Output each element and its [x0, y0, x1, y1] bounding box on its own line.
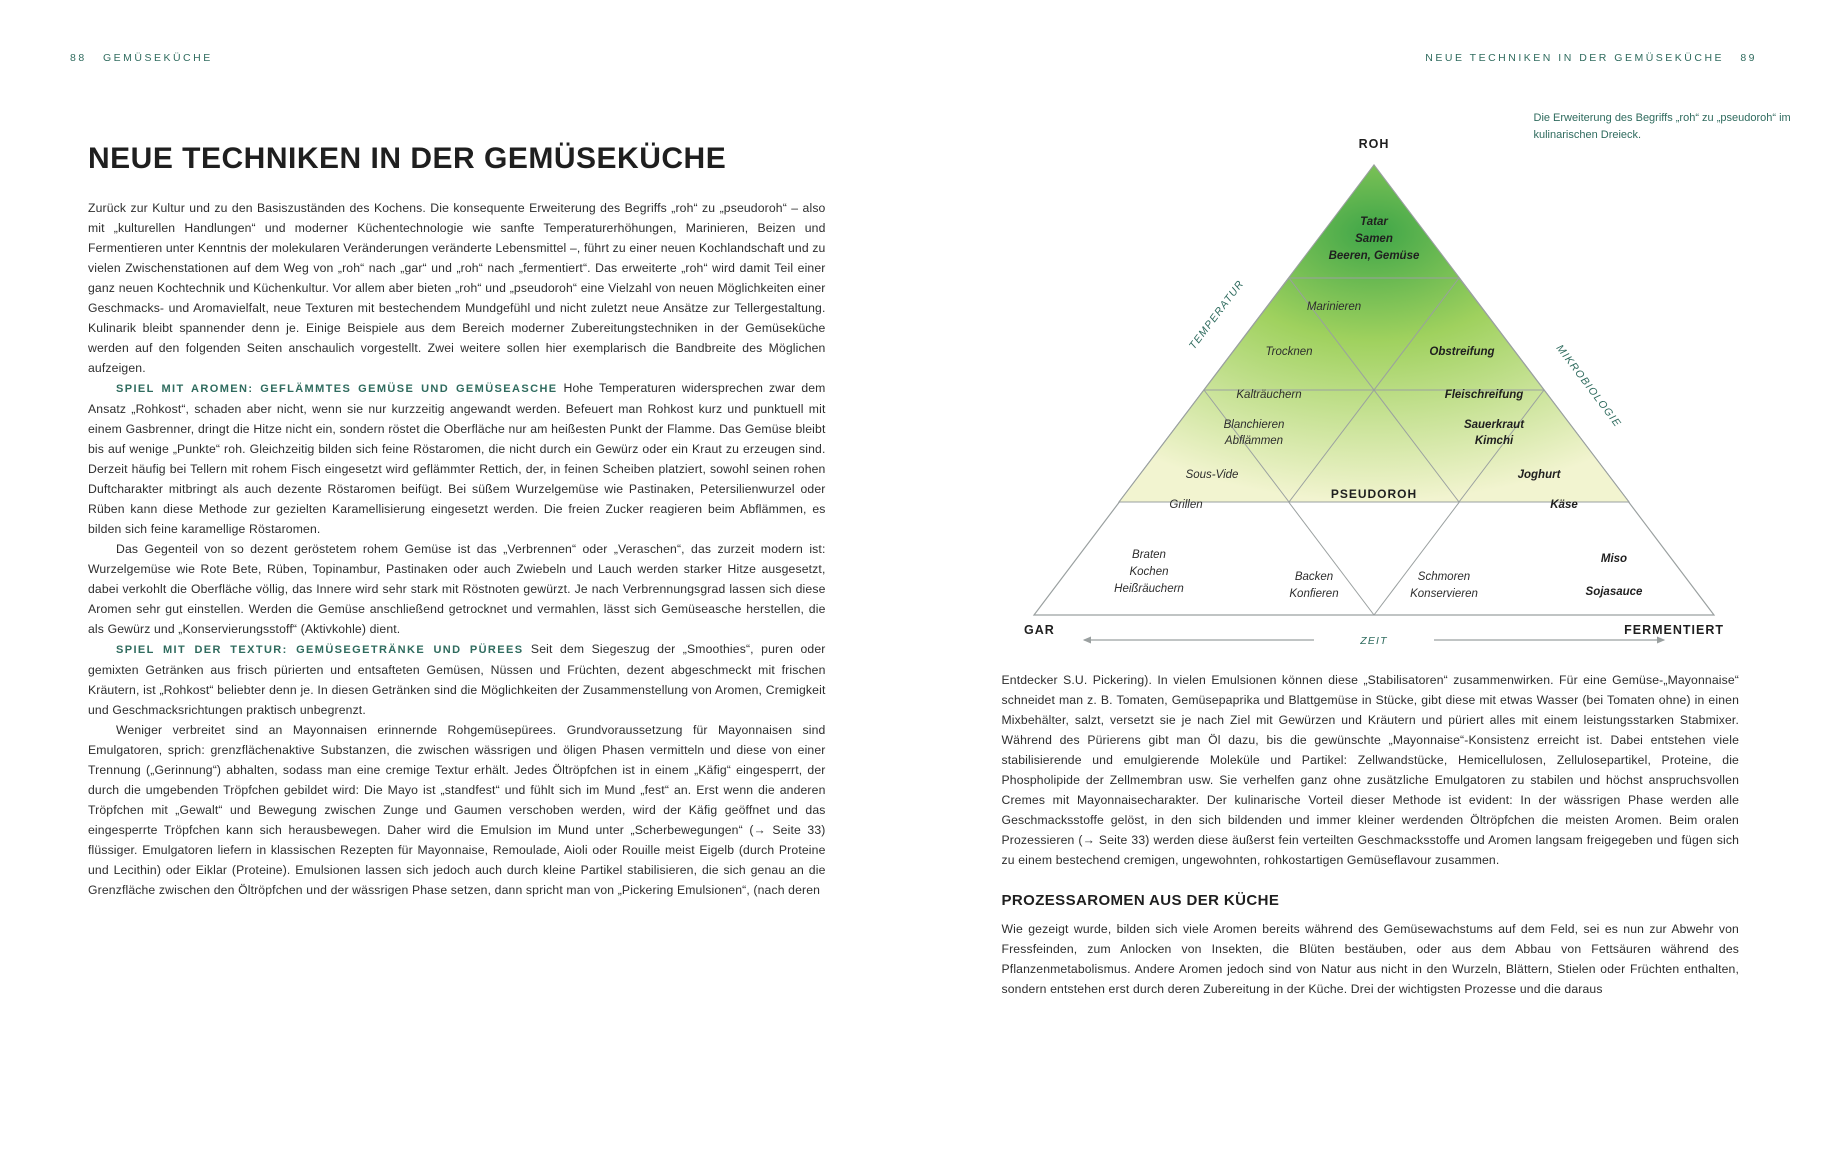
l-trocknen: Trocknen: [1265, 346, 1312, 358]
sub1-body: Hohe Temperaturen widersprechen zwar dem…: [88, 381, 826, 536]
sub1-paragraph: SPIEL MIT AROMEN: GEFLÄMMTES GEMÜSE UND …: [88, 378, 826, 539]
running-title-left: GEMÜSEKÜCHE: [103, 52, 213, 64]
l-grillen: Grillen: [1169, 499, 1202, 511]
running-title-right: NEUE TECHNIKEN IN DER GEMÜSEKÜCHE: [1425, 52, 1724, 64]
running-head-right: NEUE TECHNIKEN IN DER GEMÜSEKÜCHE 89: [1425, 52, 1757, 64]
bc-konservieren: Konservieren: [1410, 588, 1478, 600]
right-para2: Wie gezeigt wurde, bilden sich viele Aro…: [1002, 919, 1740, 999]
page-right: NEUE TECHNIKEN IN DER GEMÜSEKÜCHE 89 Die…: [914, 0, 1827, 1171]
r-fleischreifung: Fleischreifung: [1444, 389, 1523, 401]
para3: Weniger verbreitet sind an Mayonnaisen e…: [88, 720, 826, 900]
l-blanchieren: Blanchieren: [1223, 419, 1284, 431]
apex-gar: GAR: [1024, 623, 1055, 637]
para2: Das Gegenteil von so dezent geröstetem r…: [88, 539, 826, 639]
page-number-left: 88: [70, 52, 87, 64]
top-tatar: Tatar: [1360, 216, 1388, 228]
triangle-svg: ROH GAR FERMENTIERT TEMPERATUR MIKROBIOL…: [964, 110, 1784, 670]
bl-kochen: Kochen: [1129, 566, 1168, 578]
r-kaese: Käse: [1550, 499, 1578, 511]
right-para1: Entdecker S.U. Pickering). In vielen Emu…: [1002, 670, 1740, 870]
sub1-head: SPIEL MIT AROMEN: GEFLÄMMTES GEMÜSE UND …: [116, 383, 558, 395]
sub2-head: SPIEL MIT DER TEXTUR: GEMÜSEGETRÄNKE UND…: [116, 644, 523, 656]
page-number-right: 89: [1740, 52, 1757, 64]
bc-backen: Backen: [1294, 571, 1332, 583]
l-marinieren: Marinieren: [1306, 301, 1360, 313]
axis-temperatur: TEMPERATUR: [1186, 278, 1246, 352]
page-left: 88 GEMÜSEKÜCHE NEUE TECHNIKEN IN DER GEM…: [0, 0, 914, 1171]
r-joghurt: Joghurt: [1517, 469, 1561, 481]
bl-heissrauchern: Heißräuchern: [1114, 583, 1184, 595]
center-pseudoroh: PSEUDOROH: [1330, 487, 1416, 501]
l-abflaemmen: Abflämmen: [1223, 435, 1282, 447]
bc-konfieren: Konfieren: [1289, 588, 1338, 600]
br-sojasauce: Sojasauce: [1585, 586, 1642, 598]
running-head-left: 88 GEMÜSEKÜCHE: [70, 52, 213, 64]
bl-braten: Braten: [1132, 549, 1166, 561]
apex-fermentiert: FERMENTIERT: [1624, 623, 1724, 637]
body-text-right: Entdecker S.U. Pickering). In vielen Emu…: [1002, 670, 1740, 999]
intro-paragraph: Zurück zur Kultur und zu den Basiszustän…: [88, 198, 826, 378]
culinary-triangle-diagram: Die Erweiterung des Begriffs „roh“ zu „p…: [964, 110, 1784, 650]
bc-schmoren: Schmoren: [1417, 571, 1469, 583]
apex-roh: ROH: [1358, 137, 1389, 151]
sub2-paragraph: SPIEL MIT DER TEXTUR: GEMÜSEGETRÄNKE UND…: [88, 639, 826, 720]
l-sousvide: Sous-Vide: [1185, 469, 1238, 481]
body-text-left: Zurück zur Kultur und zu den Basiszustän…: [88, 198, 826, 900]
main-title: NEUE TECHNIKEN IN DER GEMÜSEKÜCHE: [88, 142, 826, 176]
r-sauerkraut: Sauerkraut: [1463, 419, 1524, 431]
br-miso: Miso: [1600, 553, 1626, 565]
top-samen: Samen: [1355, 233, 1393, 245]
top-beeren: Beeren, Gemüse: [1328, 250, 1419, 262]
l-kaltrauchern: Kalträuchern: [1236, 389, 1301, 401]
r-kimchi: Kimchi: [1474, 435, 1513, 447]
section2-title: PROZESSAROMEN AUS DER KÜCHE: [1002, 892, 1740, 909]
r-obstreifung: Obstreifung: [1429, 346, 1494, 358]
axis-zeit: ZEIT: [1359, 635, 1388, 647]
